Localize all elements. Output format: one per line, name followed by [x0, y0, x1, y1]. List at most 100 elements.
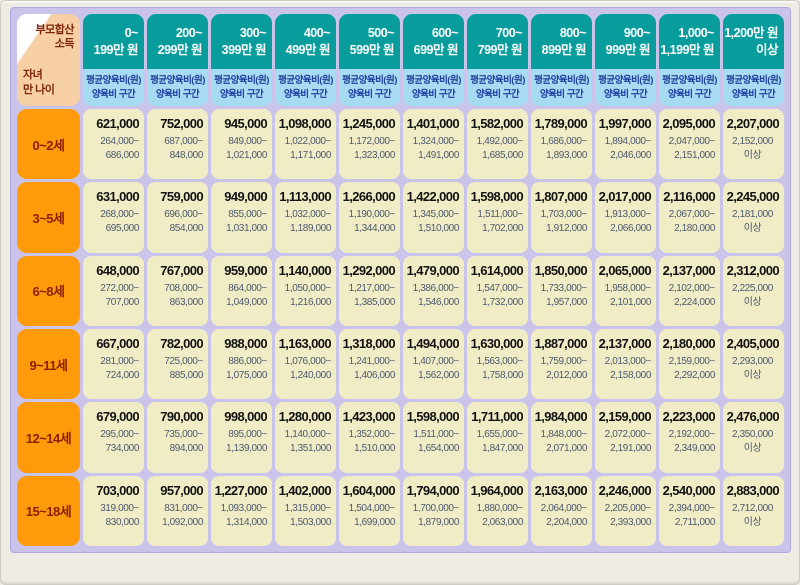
range-from: 1,345,000~	[412, 209, 460, 221]
range-from: 1,140,000~	[284, 429, 332, 441]
range-from: 2,067,000~	[668, 209, 716, 221]
income-range-line2: 999만 원	[605, 42, 651, 57]
range-from: 864,000~	[228, 282, 267, 294]
subheader-label: 평균양육비(원) 양육비 구간	[83, 69, 144, 106]
range-from: 1,386,000~	[412, 282, 460, 294]
average-amount: 703,000	[96, 482, 139, 498]
support-cell: 1,711,000 1,655,000~ 1,847,000	[467, 402, 528, 473]
average-amount: 1,614,000	[470, 262, 524, 278]
range-to: 2,101,000	[610, 296, 651, 308]
range-from: 708,000~	[164, 282, 203, 294]
amount-range: 1,848,000~ 2,071,000	[534, 428, 588, 456]
average-amount: 1,964,000	[470, 482, 524, 498]
income-range-label: 300~ 399만 원	[211, 14, 272, 69]
amount-range: 1,172,000~ 1,323,000	[342, 135, 396, 163]
range-to: 1,351,000	[290, 443, 331, 455]
income-range-line2: 이상	[755, 42, 779, 57]
age-row-header-0: 0~2세	[17, 109, 80, 180]
support-cell: 1,318,000 1,241,000~ 1,406,000	[339, 329, 400, 400]
range-to: 2,063,000	[482, 516, 523, 528]
range-to: 1,092,000	[162, 516, 203, 528]
range-to: 2,393,000	[610, 516, 651, 528]
avg-childcare-cost-label: 평균양육비(원)	[278, 74, 333, 86]
range-from: 1,563,000~	[476, 356, 524, 367]
support-cell: 2,540,000 2,394,000~ 2,711,000	[659, 475, 720, 546]
cost-range-label: 양육비 구간	[219, 88, 264, 100]
average-amount: 1,402,000	[278, 482, 332, 498]
range-from: 319,000~	[100, 502, 139, 514]
amount-range: 281,000~ 724,000	[86, 355, 139, 383]
range-from: 855,000~	[228, 209, 267, 221]
amount-range: 2,152,000 이상	[726, 135, 779, 163]
range-to: 724,000	[105, 370, 140, 381]
range-to: 863,000	[169, 296, 204, 308]
amount-range: 1,511,000~ 1,702,000	[470, 208, 523, 236]
income-range-label: 0~ 199만 원	[83, 14, 144, 69]
average-amount: 959,000	[224, 262, 267, 278]
range-to: 1,189,000	[290, 223, 331, 235]
range-from: 264,000~	[100, 136, 139, 147]
range-from: 1,407,000~	[412, 356, 460, 367]
range-from: 849,000~	[228, 136, 267, 147]
range-from: 2,159,000~	[668, 356, 716, 367]
support-cell: 1,479,000 1,386,000~ 1,546,000	[403, 255, 464, 326]
range-from: 1,190,000~	[348, 209, 396, 221]
average-amount: 998,000	[224, 409, 267, 425]
amount-range: 1,547,000~ 1,732,000	[470, 282, 524, 310]
income-column-header-4: 500~ 599만 원 평균양육비(원) 양육비 구간	[339, 14, 400, 106]
avg-childcare-cost-label: 평균양육비(원)	[470, 74, 525, 86]
subheader-label: 평균양육비(원) 양육비 구간	[211, 69, 272, 106]
age-row-header-4: 12~14세	[17, 402, 80, 473]
cost-range-label: 양육비 구간	[155, 88, 200, 100]
range-to: 2,191,000	[610, 443, 651, 455]
range-to: 1,216,000	[290, 296, 331, 308]
income-range-line2: 899만 원	[541, 42, 587, 57]
support-cell: 1,598,000 1,511,000~ 1,654,000	[403, 402, 464, 473]
support-cell: 959,000 864,000~ 1,049,000	[211, 255, 272, 326]
average-amount: 2,476,000	[726, 409, 780, 425]
average-amount: 2,163,000	[534, 482, 588, 498]
amount-range: 855,000~ 1,031,000	[214, 208, 267, 236]
range-from: 886,000~	[228, 356, 267, 367]
average-amount: 2,137,000	[598, 336, 652, 351]
cost-range-label: 양육비 구간	[411, 88, 456, 100]
support-cell: 1,245,000 1,172,000~ 1,323,000	[339, 109, 400, 180]
income-range-line1: 600~	[431, 25, 459, 40]
amount-range: 264,000~ 686,000	[86, 135, 139, 163]
support-cell: 679,000 295,000~ 734,000	[83, 402, 144, 473]
amount-range: 1,686,000~ 1,893,000	[534, 135, 588, 163]
range-to: 894,000	[169, 443, 204, 455]
support-cell: 2,159,000 2,072,000~ 2,191,000	[595, 402, 656, 473]
corner-top-line2: 소득	[54, 38, 75, 51]
support-cell: 1,113,000 1,032,000~ 1,189,000	[275, 182, 336, 253]
income-range-label: 600~ 699만 원	[403, 14, 464, 69]
average-amount: 2,246,000	[598, 482, 652, 498]
average-amount: 790,000	[160, 409, 203, 425]
support-cell: 988,000 886,000~ 1,075,000	[211, 329, 272, 400]
support-cell: 759,000 696,000~ 854,000	[147, 182, 208, 253]
range-from: 2,394,000~	[668, 502, 716, 514]
average-amount: 1,850,000	[534, 262, 588, 278]
income-column-header-2: 300~ 399만 원 평균양육비(원) 양육비 구간	[211, 14, 272, 106]
subheader-label: 평균양육비(원) 양육비 구간	[595, 69, 656, 106]
average-amount: 1,997,000	[598, 116, 652, 131]
support-cell: 631,000 268,000~ 695,000	[83, 182, 144, 253]
corner-top-line1: 부모합산	[35, 24, 75, 36]
amount-range: 895,000~ 1,139,000	[214, 428, 267, 456]
avg-childcare-cost-label: 평균양육비(원)	[662, 74, 717, 86]
average-amount: 679,000	[96, 409, 139, 425]
range-to: 2,224,000	[674, 296, 715, 308]
range-from: 2,013,000~	[604, 356, 652, 367]
subheader-label: 평균양육비(원) 양육비 구간	[659, 69, 720, 106]
range-to: 2,012,000	[546, 370, 587, 381]
support-cell: 2,207,000 2,152,000 이상	[723, 109, 784, 180]
cost-range-label: 양육비 구간	[283, 88, 328, 100]
support-cell: 1,292,000 1,217,000~ 1,385,000	[339, 255, 400, 326]
support-cell: 1,807,000 1,703,000~ 1,912,000	[531, 182, 592, 253]
subheader-label: 평균양육비(원) 양육비 구간	[339, 69, 400, 106]
average-amount: 2,207,000	[726, 116, 780, 131]
range-to: 1,406,000	[354, 370, 395, 381]
amount-range: 1,492,000~ 1,685,000	[470, 135, 524, 163]
income-range-line1: 500~	[367, 25, 395, 40]
corner-cell: 부모합산 소득 자녀 만 나이	[17, 14, 80, 106]
